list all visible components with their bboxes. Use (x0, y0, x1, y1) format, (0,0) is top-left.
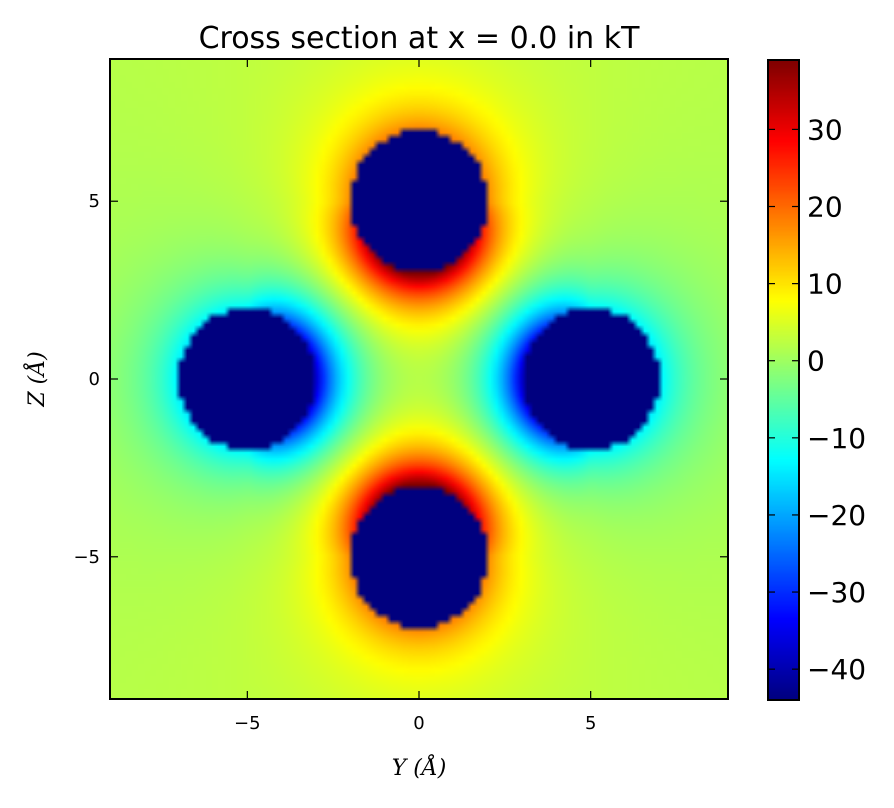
colorbar-tick-label: 0 (807, 345, 825, 378)
colorbar-ticks: 30 20 10 0 −10 −20 −30 −40 (768, 113, 866, 686)
x-tick-label: 5 (585, 713, 596, 734)
x-axis-ticks: −5 0 5 (234, 59, 596, 734)
x-axis-label: Y (Å) (392, 753, 447, 781)
colorbar-tick-label: −20 (807, 499, 866, 532)
y-tick-label: 5 (89, 191, 100, 212)
colorbar-tick-label: 10 (807, 268, 843, 301)
y-axis-label: Z (Å) (22, 351, 50, 407)
colorbar-tick-label: −30 (807, 576, 866, 609)
y-axis-ticks: −5 0 5 (73, 191, 728, 568)
colorbar: 30 20 10 0 −10 −20 −30 −40 (767, 59, 866, 701)
colorbar-tick-label: −40 (807, 653, 866, 686)
y-tick-label: 0 (89, 369, 100, 390)
y-tick-label: −5 (73, 547, 100, 568)
x-tick-label: −5 (234, 713, 261, 734)
colorbar-tick-label: 30 (807, 113, 843, 146)
colorbar-frame (767, 59, 800, 701)
heatmap-image (110, 59, 728, 699)
colorbar-tick-label: 20 (807, 191, 843, 224)
colorbar-gradient (768, 60, 799, 700)
heatmap-area (110, 59, 728, 699)
colorbar-tick-label: −10 (807, 422, 866, 455)
chart-title: Cross section at x = 0.0 in kT (199, 21, 641, 56)
x-tick-label: 0 (413, 713, 424, 734)
